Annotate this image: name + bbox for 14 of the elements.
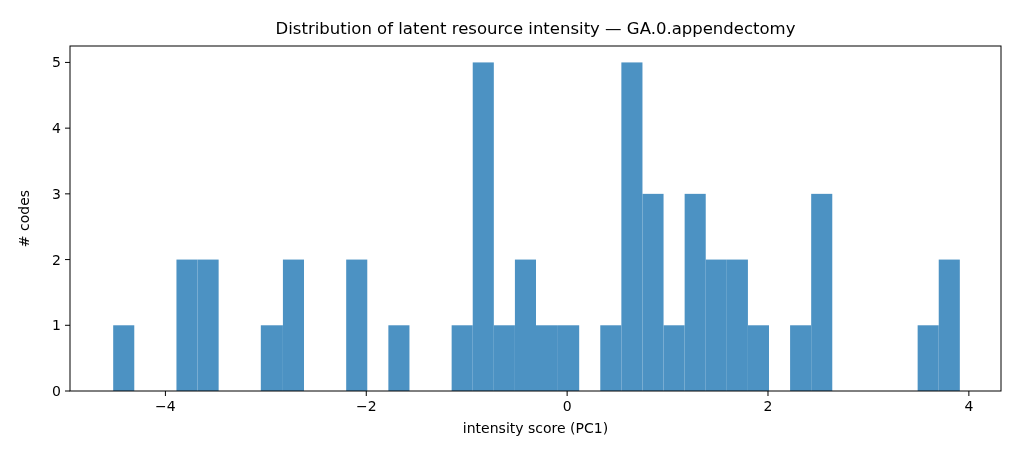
y-tick-label: 5 — [52, 54, 61, 71]
x-tick-label: 2 — [763, 398, 773, 414]
y-tick-label: 0 — [52, 383, 61, 399]
y-tick-label: 1 — [52, 317, 61, 334]
x-tick-label: −2 — [355, 398, 377, 414]
y-tick-label: 4 — [52, 120, 62, 137]
x-tick-label: 0 — [562, 398, 572, 414]
y-axis-title: # codes — [16, 189, 32, 248]
x-tick-label: −4 — [155, 398, 176, 414]
x-axis-title: intensity score (PC1) — [462, 420, 609, 436]
chart-title: Distribution of latent resource intensity — GA.0.appendectomy — [275, 19, 796, 38]
y-tick-label: 2 — [52, 251, 61, 268]
x-tick-label: 4 — [964, 398, 974, 414]
y-tick-label: 3 — [52, 185, 61, 202]
